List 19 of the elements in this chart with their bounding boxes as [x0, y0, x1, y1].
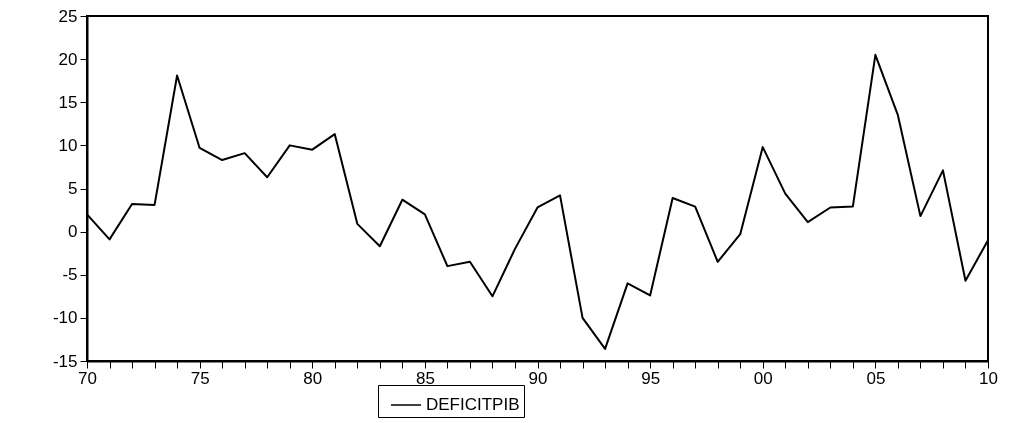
- x-tick-label: 00: [753, 368, 773, 388]
- y-tick-label: 10: [58, 135, 78, 155]
- y-tick-label: 20: [58, 49, 78, 69]
- x-tick-label: 85: [415, 368, 435, 388]
- x-tick-label: 05: [866, 368, 886, 388]
- x-tick-label: 80: [303, 368, 323, 388]
- y-tick-label: 5: [68, 179, 78, 198]
- x-tick-label: 75: [190, 368, 210, 388]
- y-tick-label: 0: [68, 222, 78, 242]
- legend-label: DEFICITPIB: [426, 395, 520, 414]
- y-tick-label: -5: [62, 265, 78, 285]
- y-tick-label: 25: [58, 6, 78, 26]
- x-tick-label: 95: [641, 368, 661, 388]
- x-tick-label: 70: [78, 368, 97, 388]
- y-tick-label: -15: [52, 351, 78, 371]
- x-tick-label: 10: [979, 368, 998, 388]
- y-tick-label: 15: [58, 92, 78, 112]
- x-tick-label: 90: [528, 368, 548, 388]
- y-tick-label: -10: [52, 308, 78, 328]
